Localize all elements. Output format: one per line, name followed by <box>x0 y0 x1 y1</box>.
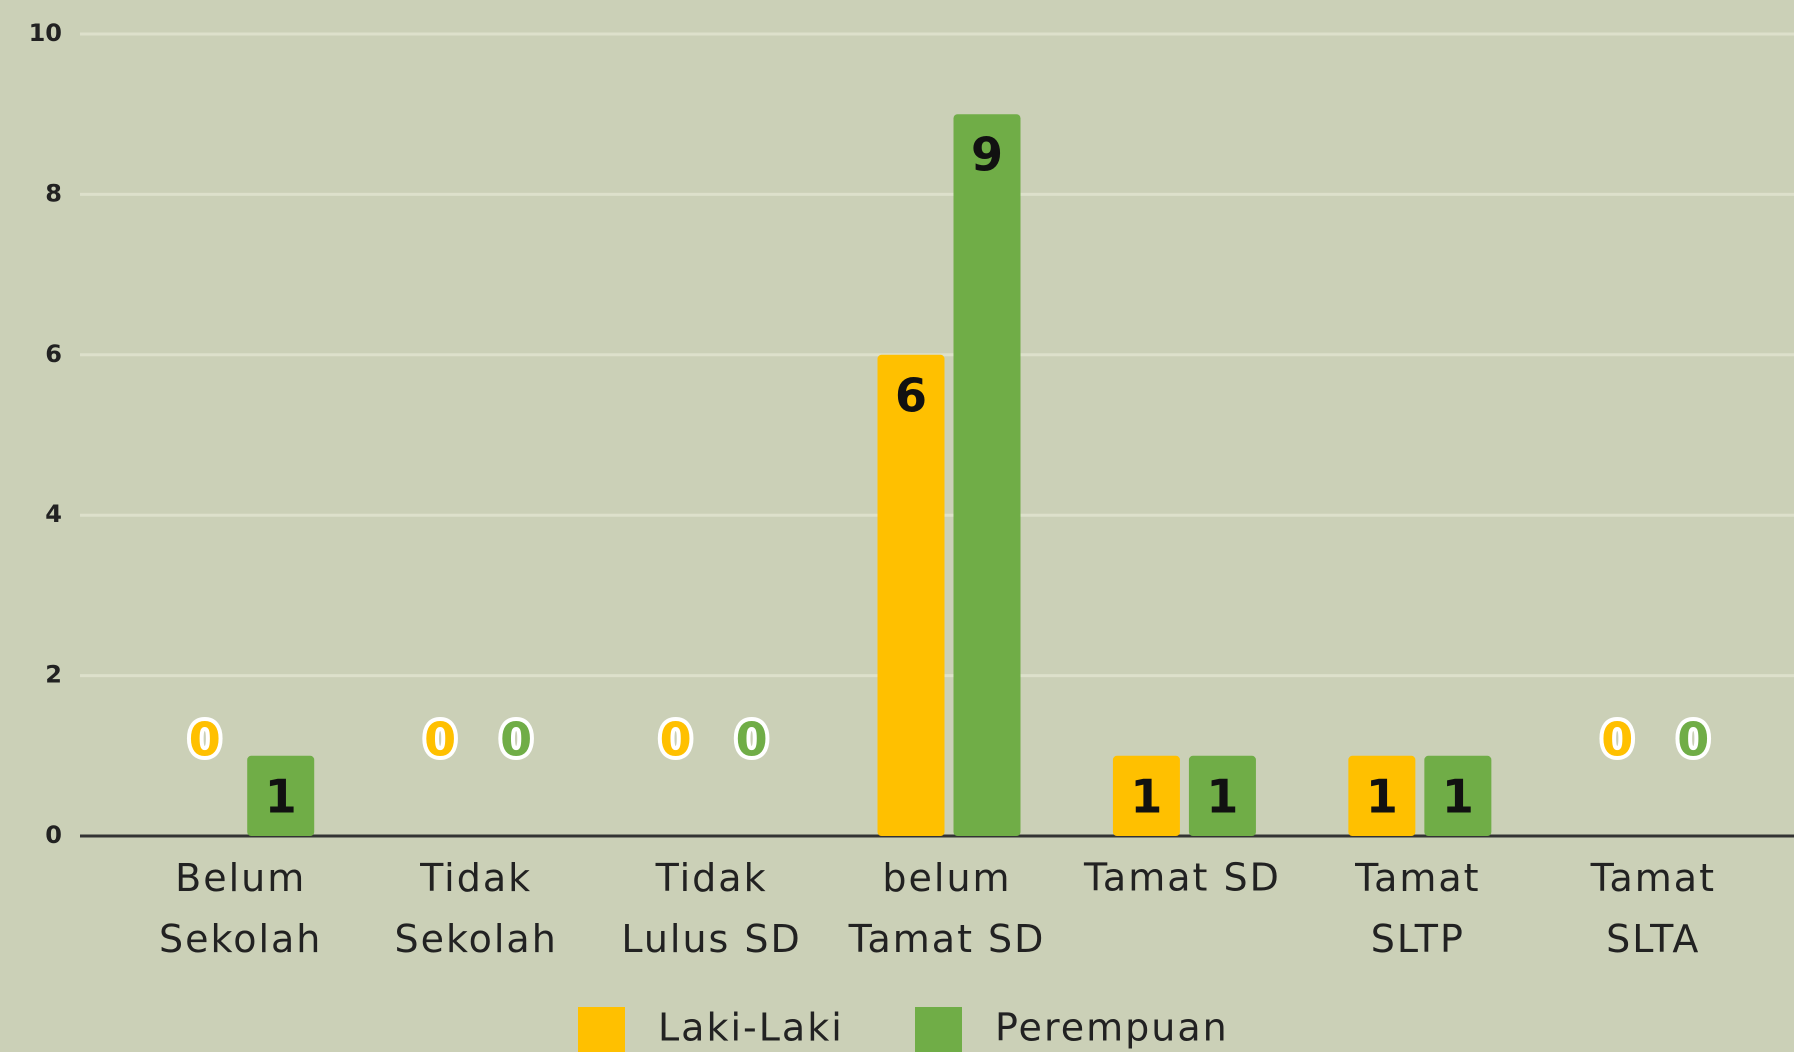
bar <box>877 354 945 836</box>
value-label: 0 <box>660 712 692 766</box>
x-tick-label: Tidak Sekolah <box>394 856 557 961</box>
value-label: 1 <box>1206 769 1238 823</box>
legend-swatch <box>578 1007 625 1052</box>
value-label: 0 <box>500 712 532 766</box>
legend-label: Laki-Laki <box>658 1006 844 1050</box>
legend-label: Perempuan <box>995 1006 1229 1050</box>
value-label: 0 <box>424 712 456 766</box>
x-tick-label: Tamat SLTA <box>1590 856 1716 961</box>
bar <box>247 755 315 836</box>
x-tick-label: Tamat SLTP <box>1354 856 1480 961</box>
x-tick-label: Belum Sekolah <box>159 856 322 961</box>
y-tick-label: 10 <box>29 19 62 47</box>
x-tick-label: Tamat SD <box>1083 856 1281 900</box>
legend-swatch <box>915 1007 962 1052</box>
bar <box>1112 755 1180 836</box>
y-tick-label: 2 <box>45 661 62 689</box>
bar <box>953 114 1021 836</box>
value-label: 0 <box>189 712 221 766</box>
value-label: 1 <box>1442 769 1474 823</box>
bar <box>1348 755 1416 836</box>
value-label: 1 <box>265 769 297 823</box>
value-label: 1 <box>1130 769 1162 823</box>
x-tick-label: Tidak Lulus SD <box>621 856 802 961</box>
bar <box>1424 755 1492 836</box>
x-tick-label: belum Tamat SD <box>848 856 1046 961</box>
y-tick-label: 4 <box>45 500 62 528</box>
y-tick-label: 8 <box>45 179 62 207</box>
bar <box>1188 755 1256 836</box>
value-label: 0 <box>1601 712 1633 766</box>
value-label: 1 <box>1366 769 1398 823</box>
y-tick-label: 0 <box>45 821 62 849</box>
value-label: 9 <box>971 128 1003 182</box>
value-label: 0 <box>736 712 768 766</box>
y-tick-label: 6 <box>45 340 62 368</box>
value-label: 0 <box>1677 712 1709 766</box>
value-label: 6 <box>895 368 927 422</box>
